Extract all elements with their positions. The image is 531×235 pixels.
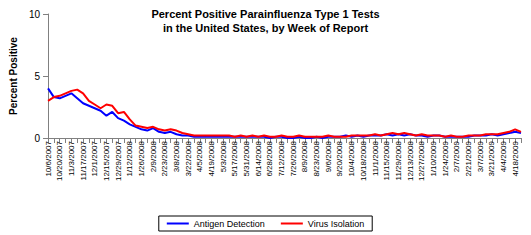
svg-text:2/23/2008: 2/23/2008 <box>160 140 169 176</box>
svg-text:1/24/2009: 1/24/2009 <box>441 140 450 176</box>
svg-text:2/21/2009: 2/21/2009 <box>464 140 473 176</box>
svg-text:6/28/2008: 6/28/2008 <box>265 140 274 176</box>
svg-text:Antigen Detection: Antigen Detection <box>194 219 265 229</box>
svg-text:12/15/2007: 12/15/2007 <box>102 140 111 181</box>
svg-text:10/6/2007: 10/6/2007 <box>44 140 53 176</box>
svg-text:7/12/2008: 7/12/2008 <box>277 140 286 176</box>
svg-text:Virus Isolation: Virus Isolation <box>308 219 364 229</box>
svg-text:5/17/2008: 5/17/2008 <box>230 140 239 176</box>
svg-text:4/4/2009: 4/4/2009 <box>499 140 508 172</box>
svg-text:11/1/2008: 11/1/2008 <box>371 140 380 176</box>
svg-text:10/20/2007: 10/20/2007 <box>55 140 64 181</box>
svg-text:3/7/2009: 3/7/2009 <box>476 140 485 172</box>
svg-text:9/20/2008: 9/20/2008 <box>335 140 344 176</box>
svg-text:7/26/2008: 7/26/2008 <box>289 140 298 176</box>
svg-text:1/12/2008: 1/12/2008 <box>125 140 134 176</box>
svg-text:10/18/2008: 10/18/2008 <box>359 140 368 181</box>
svg-text:9/6/2008: 9/6/2008 <box>324 140 333 172</box>
svg-text:3/22/2008: 3/22/2008 <box>184 140 193 176</box>
svg-text:2/7/2009: 2/7/2009 <box>452 140 461 172</box>
svg-text:4/18/2009: 4/18/2009 <box>511 140 520 176</box>
svg-text:8/9/2008: 8/9/2008 <box>300 140 309 172</box>
svg-text:10/4/2008: 10/4/2008 <box>347 140 356 176</box>
svg-text:11/29/2008: 11/29/2008 <box>394 140 403 180</box>
svg-text:4/5/2008: 4/5/2008 <box>195 140 204 172</box>
svg-text:0: 0 <box>34 133 40 144</box>
svg-text:12/1/2007: 12/1/2007 <box>90 140 99 176</box>
svg-text:12/29/2007: 12/29/2007 <box>114 140 123 181</box>
svg-text:Percent Positive: Percent Positive <box>8 37 19 115</box>
svg-text:11/17/2007: 11/17/2007 <box>79 140 88 180</box>
svg-text:5/31/2008: 5/31/2008 <box>242 140 251 176</box>
svg-text:5: 5 <box>34 71 40 82</box>
svg-text:3/8/2008: 3/8/2008 <box>172 140 181 172</box>
svg-text:11/3/2007: 11/3/2007 <box>67 140 76 176</box>
svg-text:1/26/2008: 1/26/2008 <box>137 140 146 176</box>
svg-text:4/19/2008: 4/19/2008 <box>207 140 216 176</box>
svg-text:5/3/2008: 5/3/2008 <box>219 140 228 172</box>
svg-text:6/14/2008: 6/14/2008 <box>254 140 263 176</box>
svg-text:Percent Positive Parainfluenza: Percent Positive Parainfluenza Type 1 Te… <box>151 8 379 20</box>
svg-text:8/23/2008: 8/23/2008 <box>312 140 321 176</box>
svg-text:11/15/2008: 11/15/2008 <box>382 140 391 180</box>
svg-text:12/13/2008: 12/13/2008 <box>406 140 415 181</box>
svg-text:in the United States, by Week: in the United States, by Week of Report <box>163 22 368 34</box>
svg-text:12/27/2008: 12/27/2008 <box>417 140 426 181</box>
svg-text:3/21/2009: 3/21/2009 <box>487 140 496 176</box>
svg-text:2/9/2008: 2/9/2008 <box>149 140 158 172</box>
svg-text:10: 10 <box>29 9 41 20</box>
svg-text:1/10/2009: 1/10/2009 <box>429 140 438 176</box>
